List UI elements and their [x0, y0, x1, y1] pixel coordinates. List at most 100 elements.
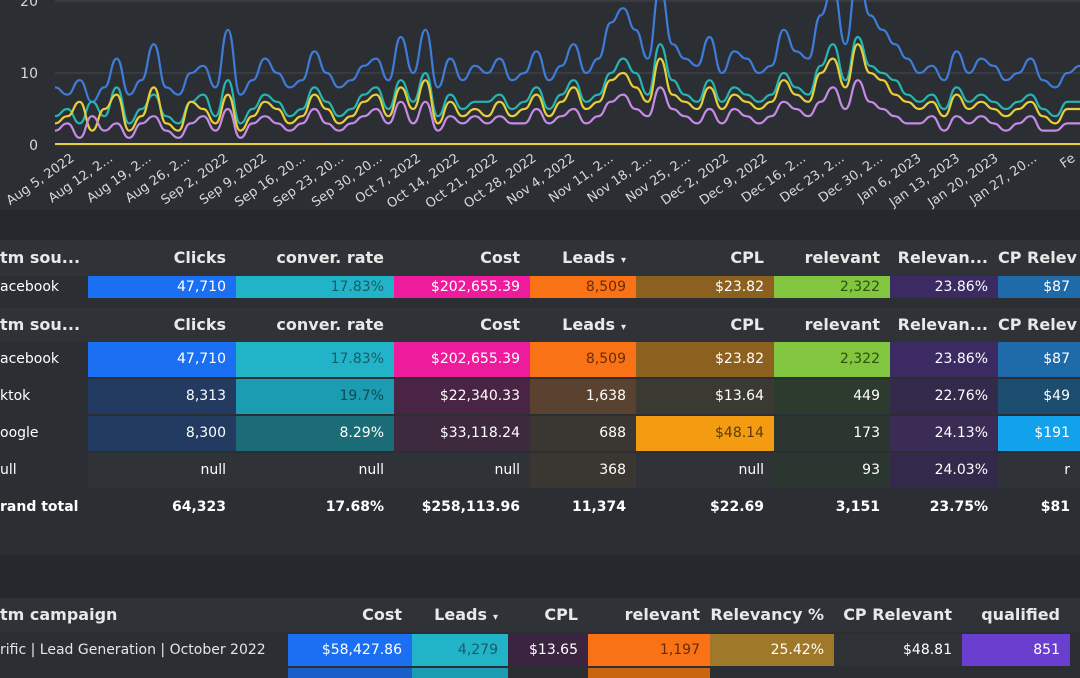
header-label: tm campaign	[0, 605, 118, 624]
timeseries-chart: 20 10 0 Aug 5, 2022 Aug 12, 2... Aug 19, 2...…	[0, 0, 1080, 210]
sort-down-icon[interactable]: ▾	[620, 322, 626, 333]
header-label: tm sou...	[0, 248, 81, 267]
header-leads[interactable]: Leads ▾	[530, 240, 636, 276]
cell-cost: $58,427.86	[288, 634, 412, 666]
cell-clicks: 8,313	[88, 379, 236, 414]
cell-cp-relevant: $87	[998, 276, 1080, 298]
cell-partial	[412, 668, 508, 678]
header-conversion-rate[interactable]: conver. rate	[236, 308, 394, 342]
source-label: ull	[0, 462, 17, 478]
source-label: ktok	[0, 388, 31, 404]
cell-cp-relevant: $81	[1040, 499, 1070, 515]
header-relevancy[interactable]: Relevan...	[890, 240, 998, 276]
header-qualified[interactable]: qualified	[962, 598, 1070, 632]
cell-cpl: null	[636, 453, 774, 488]
header-label: CPL	[730, 248, 764, 267]
header-campaign[interactable]: tm campaign	[0, 598, 288, 632]
cell-partial	[588, 668, 710, 678]
cell-clicks: 64,323	[171, 499, 226, 515]
header-clicks[interactable]: Clicks	[88, 240, 236, 276]
cell-relevant: 2,322	[774, 276, 890, 298]
cell-cost: $258,113.96	[421, 499, 520, 515]
cell-cp-relevant: $191	[998, 416, 1080, 451]
header-cp-relevant[interactable]: CP Relev	[998, 308, 1080, 342]
row-tiktok: ktok 8,313 19.7% $22,340.33 1,638 $13.64 449 22…	[0, 379, 1080, 414]
row-google: oogle 8,300 8.29% $33,118.24 688 $48.14 173 24.…	[0, 416, 1080, 451]
row-null: ull null null null 368 null 93 24.03% r	[0, 453, 1080, 488]
header-cost[interactable]: Cost	[288, 598, 412, 632]
series-line	[54, 35, 1080, 125]
header-conversion-rate[interactable]: conver. rate	[236, 240, 394, 276]
header-cpl[interactable]: CPL	[508, 598, 588, 632]
cell-relevant: 1,197	[588, 634, 710, 666]
cell-relevant: 173	[774, 416, 890, 451]
series-line	[54, 79, 1080, 139]
header-source[interactable]: tm sou...	[0, 308, 88, 342]
header-label: relevant	[624, 605, 700, 624]
header-label: relevant	[804, 315, 880, 334]
header-relevant[interactable]: relevant	[588, 598, 710, 632]
cell-qualified: 851	[962, 634, 1070, 666]
header-label: relevant	[804, 248, 880, 267]
cell-cp-relevant: r	[998, 453, 1080, 488]
row-grand-total: rand total 64,323 17.68% $258,113.96 11,374 $…	[0, 490, 1080, 525]
cell-relevancy: 22.76%	[890, 379, 998, 414]
sort-down-icon[interactable]: ▾	[492, 612, 498, 623]
cell-relevancy: 25.42%	[710, 634, 834, 666]
cell-conversion-rate: 17.83%	[236, 276, 394, 298]
cell-cpl: $13.64	[636, 379, 774, 414]
cell-clicks: null	[88, 453, 236, 488]
header-relevant[interactable]: relevant	[774, 240, 890, 276]
y-tick-label: 0	[29, 138, 38, 154]
header-relevancy[interactable]: Relevan...	[890, 308, 998, 342]
header-label: Relevan...	[897, 315, 988, 334]
section-divider	[0, 210, 1080, 240]
row-facebook: acebook 47,710 17.83% $202,655.39 8,509 $23.8…	[0, 276, 1080, 298]
header-cpl[interactable]: CPL	[636, 240, 774, 276]
header-cost[interactable]: Cost	[394, 308, 530, 342]
cell-relevancy: 23.86%	[890, 276, 998, 298]
cell-leads: 4,279	[412, 634, 508, 666]
header-relevancy[interactable]: Relevancy %	[710, 598, 834, 632]
cell-leads: 688	[530, 416, 636, 451]
row-facebook: acebook 47,710 17.83% $202,655.39 8,509 $23.8…	[0, 342, 1080, 377]
header-label: Leads	[562, 248, 615, 267]
series-line	[54, 0, 1080, 103]
table-header: tm campaign Cost Leads ▾ CPL relevant Relevanc…	[0, 598, 1080, 632]
cell-cp-relevant: $48.81	[834, 634, 962, 666]
header-cp-relevant[interactable]: CP Relevant	[834, 598, 962, 632]
header-cpl[interactable]: CPL	[636, 308, 774, 342]
header-source[interactable]: tm sou...	[0, 240, 88, 276]
cell-partial	[288, 668, 412, 678]
y-tick-label: 20	[20, 0, 38, 10]
cell-conversion-rate: 17.83%	[236, 342, 394, 377]
header-relevant[interactable]: relevant	[774, 308, 890, 342]
header-label: qualified	[981, 605, 1060, 624]
header-leads[interactable]: Leads ▾	[530, 308, 636, 342]
cell-relevancy: 24.13%	[890, 416, 998, 451]
header-clicks[interactable]: Clicks	[88, 308, 236, 342]
table-header: tm sou... Clicks conver. rate Cost Leads ▾ CPL…	[0, 308, 1080, 342]
source-label: oogle	[0, 425, 39, 441]
sort-down-icon[interactable]: ▾	[620, 255, 626, 266]
cell-relevancy: 24.03%	[890, 453, 998, 488]
header-label: Cost	[362, 605, 402, 624]
header-label: Clicks	[173, 248, 226, 267]
cell-leads: 368	[530, 453, 636, 488]
header-label: CP Relev	[998, 248, 1077, 267]
cell-cost: $33,118.24	[394, 416, 530, 451]
cell-conversion-rate: 8.29%	[236, 416, 394, 451]
cell-conversion-rate: 19.7%	[236, 379, 394, 414]
cell-relevancy: 23.75%	[929, 499, 988, 515]
header-cost[interactable]: Cost	[394, 240, 530, 276]
cell-relevant: 3,151	[835, 499, 880, 515]
cell-clicks: 8,300	[88, 416, 236, 451]
source-label: acebook	[0, 351, 60, 367]
header-label: Relevancy %	[710, 605, 824, 624]
header-label: Relevan...	[897, 248, 988, 267]
header-leads[interactable]: Leads ▾	[412, 598, 508, 632]
header-cp-relevant[interactable]: CP Relev	[998, 240, 1080, 276]
cell-leads: 8,509	[530, 276, 636, 298]
cell-cpl: $23.82	[636, 276, 774, 298]
